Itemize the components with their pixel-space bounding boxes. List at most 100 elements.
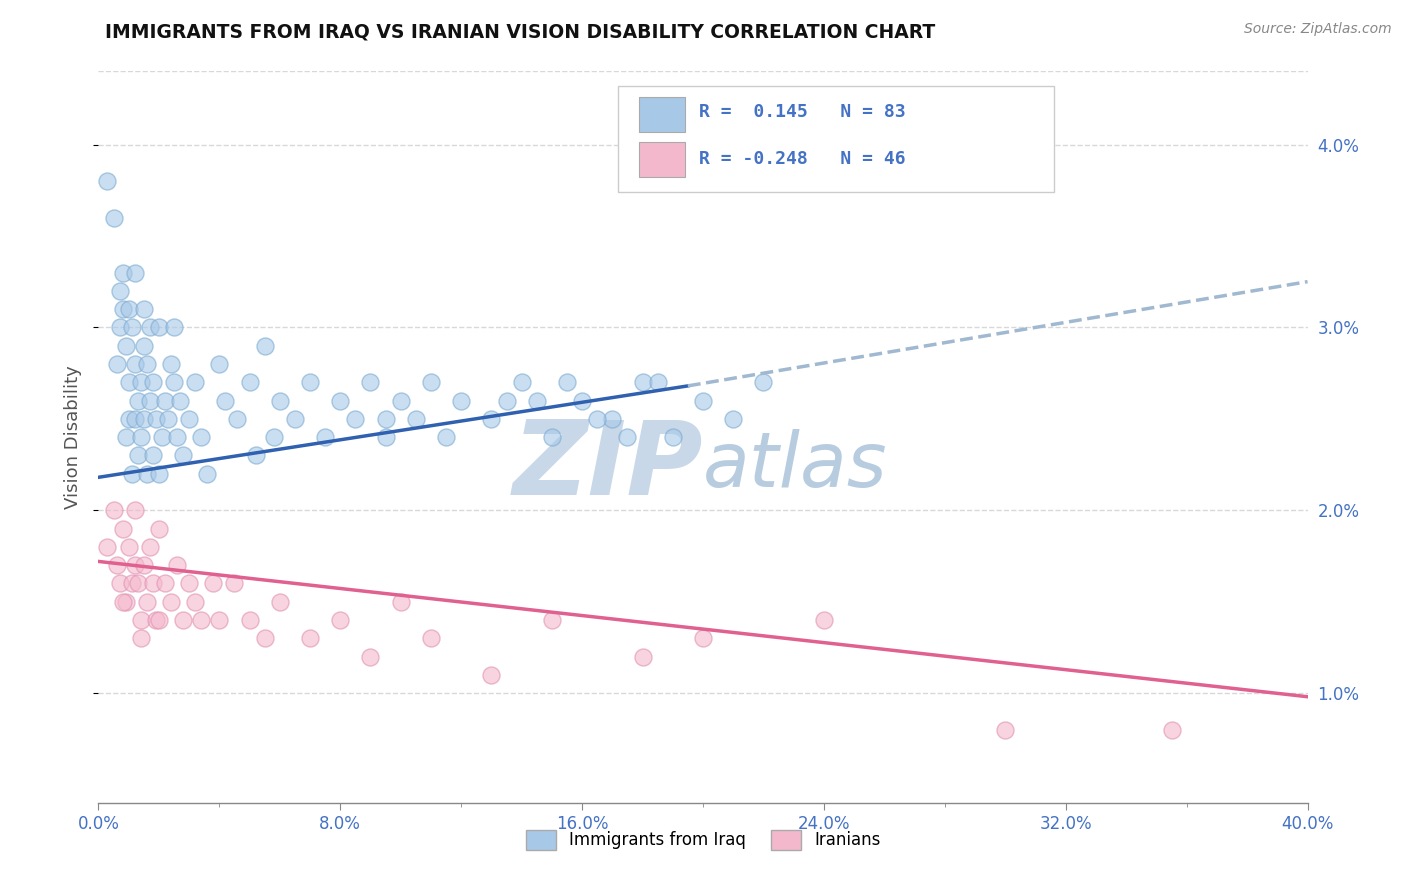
Point	[127, 576, 149, 591]
Point	[118, 540, 141, 554]
Point	[142, 448, 165, 462]
Point	[108, 576, 131, 591]
Point	[434, 430, 457, 444]
Point	[555, 375, 578, 389]
Point	[179, 576, 201, 591]
Point	[103, 211, 125, 225]
Text: ZIP: ZIP	[512, 416, 703, 516]
Point	[269, 594, 291, 608]
Point	[124, 357, 146, 371]
Point	[160, 594, 183, 608]
Point	[526, 393, 548, 408]
Point	[111, 521, 134, 535]
Point	[132, 558, 155, 573]
Point	[329, 393, 352, 408]
Point	[105, 558, 128, 573]
Point	[139, 393, 162, 408]
Point	[239, 613, 262, 627]
Point	[374, 430, 396, 444]
Point	[132, 338, 155, 352]
Point	[121, 576, 143, 591]
Point	[111, 594, 134, 608]
Point	[114, 430, 136, 444]
Point	[108, 284, 131, 298]
Point	[124, 266, 146, 280]
Point	[124, 558, 146, 573]
Point	[145, 613, 167, 627]
Point	[450, 393, 472, 408]
Point	[129, 375, 152, 389]
Point	[571, 393, 593, 408]
Point	[481, 412, 503, 426]
Point	[127, 448, 149, 462]
Point	[124, 412, 146, 426]
Text: Source: ZipAtlas.com: Source: ZipAtlas.com	[1244, 22, 1392, 37]
Point	[540, 430, 562, 444]
Point	[129, 430, 152, 444]
Point	[179, 412, 201, 426]
Point	[752, 375, 775, 389]
Point	[389, 594, 412, 608]
Point	[299, 632, 322, 646]
Point	[135, 357, 157, 371]
Point	[148, 320, 170, 334]
Point	[723, 412, 745, 426]
Point	[148, 467, 170, 481]
Point	[153, 576, 176, 591]
Point	[269, 393, 291, 408]
Point	[647, 375, 669, 389]
Point	[114, 594, 136, 608]
Point	[160, 357, 183, 371]
Point	[329, 613, 352, 627]
Point	[208, 613, 231, 627]
Point	[314, 430, 336, 444]
Point	[202, 576, 225, 591]
Point	[118, 375, 141, 389]
Point	[420, 375, 443, 389]
Text: atlas: atlas	[703, 429, 887, 503]
Point	[135, 467, 157, 481]
Point	[540, 613, 562, 627]
Point	[172, 613, 194, 627]
Point	[132, 412, 155, 426]
Point	[169, 393, 191, 408]
Y-axis label: Vision Disability: Vision Disability	[65, 365, 83, 509]
Point	[118, 301, 141, 317]
Point	[226, 412, 249, 426]
Point	[132, 301, 155, 317]
Point	[172, 448, 194, 462]
Point	[208, 357, 231, 371]
Point	[245, 448, 267, 462]
Point	[190, 430, 212, 444]
Point	[360, 649, 382, 664]
Point	[103, 503, 125, 517]
Point	[239, 375, 262, 389]
Point	[135, 594, 157, 608]
Point	[374, 412, 396, 426]
Point	[344, 412, 367, 426]
Legend: Immigrants from Iraq, Iranians: Immigrants from Iraq, Iranians	[519, 823, 887, 856]
Point	[111, 301, 134, 317]
Point	[148, 613, 170, 627]
Text: R =  0.145   N = 83: R = 0.145 N = 83	[699, 103, 905, 120]
Point	[214, 393, 236, 408]
Point	[602, 412, 624, 426]
Point	[139, 320, 162, 334]
Point	[148, 521, 170, 535]
Point	[692, 632, 714, 646]
Point	[481, 667, 503, 682]
Point	[253, 632, 276, 646]
Point	[184, 594, 207, 608]
Point	[111, 266, 134, 280]
Point	[692, 393, 714, 408]
Point	[405, 412, 427, 426]
Point	[118, 412, 141, 426]
Point	[253, 338, 276, 352]
Point	[139, 540, 162, 554]
Point	[129, 613, 152, 627]
Text: IMMIGRANTS FROM IRAQ VS IRANIAN VISION DISABILITY CORRELATION CHART: IMMIGRANTS FROM IRAQ VS IRANIAN VISION D…	[105, 22, 936, 41]
Point	[166, 430, 188, 444]
Point	[163, 375, 186, 389]
Point	[108, 320, 131, 334]
FancyBboxPatch shape	[638, 97, 685, 132]
